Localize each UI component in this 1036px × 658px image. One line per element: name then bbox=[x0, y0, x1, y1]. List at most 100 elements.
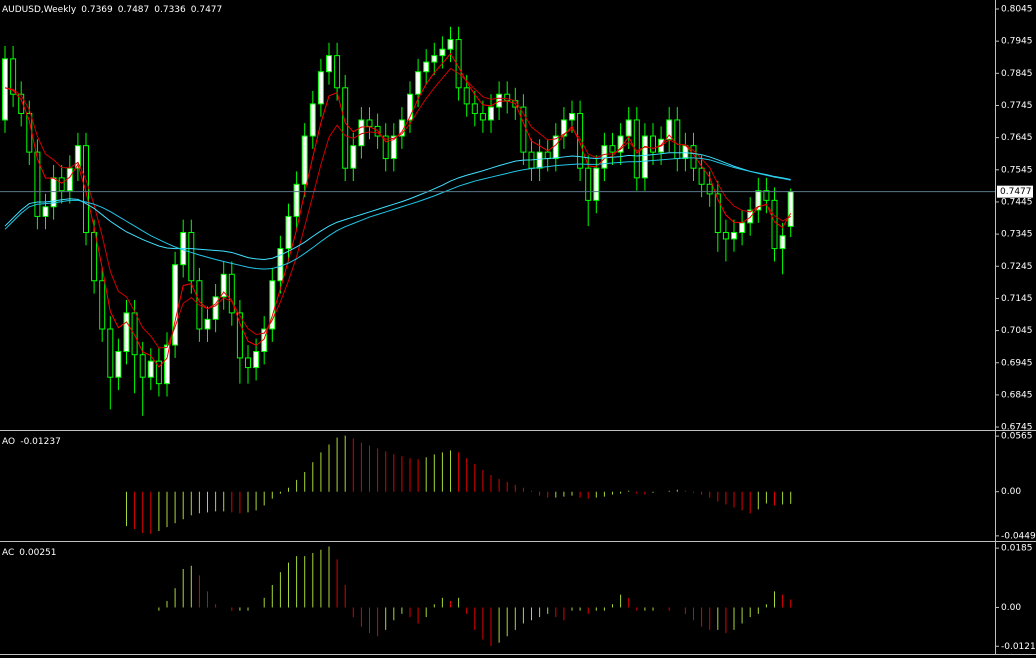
candle-body bbox=[771, 199, 778, 250]
candle-body bbox=[504, 93, 511, 102]
y-tick-label: 0.7945 bbox=[1001, 37, 1033, 47]
moving-average bbox=[4, 152, 791, 261]
candle-body bbox=[739, 222, 746, 234]
candle-body bbox=[463, 87, 470, 105]
title-value: 0.7487 bbox=[118, 5, 150, 15]
candle-body bbox=[358, 119, 365, 147]
y-tick-label: -0.0449 bbox=[1001, 531, 1036, 541]
candle-body bbox=[58, 177, 65, 192]
candle-body bbox=[787, 191, 794, 227]
candle-body bbox=[577, 113, 584, 169]
y-tick-label: 0.7545 bbox=[1001, 165, 1033, 175]
candle-body bbox=[382, 135, 389, 160]
candle-body bbox=[115, 350, 122, 378]
candle-body bbox=[698, 167, 705, 185]
candle-body bbox=[245, 357, 251, 369]
candle-body bbox=[317, 71, 324, 105]
candle-body bbox=[601, 145, 608, 169]
candle-body bbox=[407, 93, 413, 121]
title-text: AUDUSD,Weekly bbox=[2, 5, 77, 15]
panel-title: AC 0.00251 bbox=[2, 548, 57, 558]
y-tick-label: 0.00 bbox=[1001, 603, 1021, 613]
candle-body bbox=[722, 232, 729, 240]
candle-body bbox=[285, 215, 292, 250]
candle-body bbox=[293, 183, 300, 217]
candle-body bbox=[569, 113, 575, 121]
candle-body bbox=[431, 55, 438, 63]
last-price-box bbox=[997, 185, 1033, 198]
y-tick-label: 0.7345 bbox=[1001, 230, 1033, 240]
candle-body bbox=[488, 106, 494, 121]
candle-body bbox=[147, 360, 154, 378]
candle-body bbox=[415, 71, 422, 95]
y-tick-label: 0.7145 bbox=[1001, 294, 1033, 304]
y-tick-label: 0.8045 bbox=[1001, 5, 1033, 15]
y-tick-label: 0.7845 bbox=[1001, 69, 1033, 79]
candle-body bbox=[10, 58, 17, 95]
candle-body bbox=[228, 273, 235, 314]
candle-body bbox=[301, 135, 308, 185]
panel-title: AO -0.01237 bbox=[2, 437, 61, 447]
candle-body bbox=[91, 232, 98, 282]
y-tick-label: 0.00 bbox=[1001, 487, 1021, 497]
y-tick-label: 0.7245 bbox=[1001, 262, 1033, 272]
candle-body bbox=[34, 151, 41, 217]
title-text: AO bbox=[2, 437, 15, 447]
candle-body bbox=[731, 232, 737, 240]
candle-body bbox=[747, 209, 754, 224]
candle-body bbox=[123, 312, 130, 352]
candle-body bbox=[342, 87, 349, 169]
candle-body bbox=[74, 145, 81, 169]
candle-body bbox=[560, 119, 567, 137]
candle-body bbox=[625, 119, 632, 137]
candle-body bbox=[536, 151, 543, 169]
candle-body bbox=[585, 167, 592, 201]
y-tick-label: 0.7745 bbox=[1001, 101, 1033, 111]
candle-body bbox=[641, 135, 648, 179]
candle-body bbox=[390, 135, 397, 160]
moving-average bbox=[4, 67, 791, 349]
title-value: 0.00251 bbox=[19, 548, 56, 558]
candle-body bbox=[204, 318, 211, 330]
title-value: 0.7369 bbox=[81, 5, 113, 15]
candle-body bbox=[439, 48, 446, 57]
candle-body bbox=[334, 55, 341, 89]
candle-body bbox=[706, 183, 713, 195]
candle-body bbox=[479, 113, 486, 121]
candle-body bbox=[2, 58, 8, 121]
candle-body bbox=[593, 167, 600, 201]
candle-body bbox=[236, 312, 243, 359]
candle-body bbox=[779, 235, 786, 250]
candle-body bbox=[66, 167, 73, 192]
candle-body bbox=[42, 206, 49, 217]
y-tick-label: 0.6945 bbox=[1001, 358, 1033, 368]
candle-body bbox=[277, 248, 284, 282]
title-value: 0.7477 bbox=[191, 5, 223, 15]
last-price-label: 0.7477 bbox=[1000, 187, 1032, 197]
candle-body bbox=[188, 232, 195, 282]
candle-body bbox=[107, 328, 114, 378]
y-tick-label: 0.7645 bbox=[1001, 133, 1033, 143]
candle-body bbox=[253, 350, 260, 369]
candle-body bbox=[212, 296, 219, 320]
candle-body bbox=[269, 280, 276, 330]
y-tick-label: 0.6845 bbox=[1001, 390, 1033, 400]
candle-body bbox=[220, 273, 227, 298]
y-tick-label: 0.0565 bbox=[1001, 432, 1033, 442]
candle-body bbox=[309, 103, 316, 137]
candle-body bbox=[350, 145, 357, 169]
panel-title: AUDUSD,Weekly 0.7369 0.7487 0.7336 0.7477 bbox=[2, 5, 222, 15]
candle-body bbox=[99, 280, 106, 330]
candle-body bbox=[763, 190, 770, 201]
candle-body bbox=[155, 360, 162, 385]
candle-body bbox=[496, 93, 503, 108]
y-tick-label: 0.6745 bbox=[1001, 423, 1033, 433]
candle-body bbox=[714, 193, 721, 234]
candle-body bbox=[131, 312, 138, 356]
candle-body bbox=[164, 344, 170, 385]
candle-body bbox=[83, 145, 89, 234]
candle-body bbox=[139, 354, 146, 378]
y-tick-label: 0.0185 bbox=[1001, 544, 1033, 554]
